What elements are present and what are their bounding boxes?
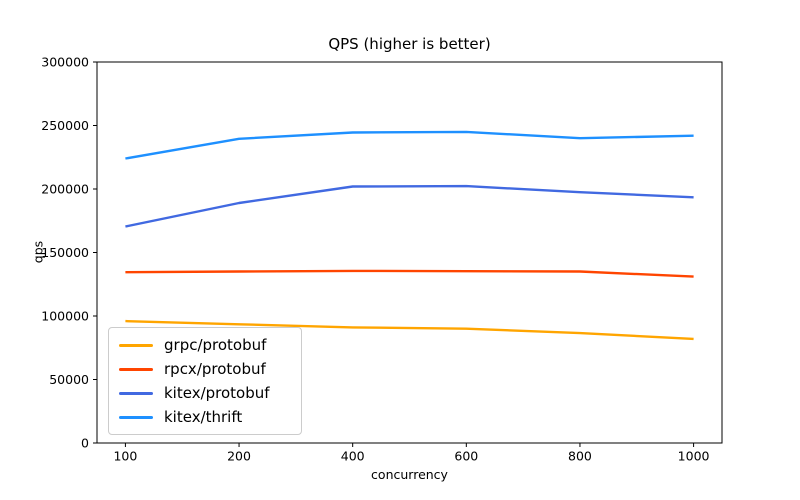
legend-swatch: [119, 343, 153, 347]
x-tick-label: 1000: [678, 449, 710, 464]
legend-item: kitex/protobuf: [119, 384, 291, 402]
legend-item: grpc/protobuf: [119, 336, 291, 354]
chart-title: QPS (higher is better): [328, 35, 491, 53]
y-tick-label: 300000: [41, 54, 89, 69]
series-line-rpcx-protobuf: [125, 269, 694, 278]
legend-swatch: [119, 391, 153, 395]
series-line-kitex-thrift: [125, 130, 694, 160]
y-tick-label: 150000: [41, 245, 89, 260]
legend-label: kitex/thrift: [164, 408, 243, 426]
y-tick-label: 250000: [41, 118, 89, 133]
legend-label: grpc/protobuf: [164, 336, 267, 354]
x-tick-label: 400: [341, 449, 365, 464]
y-tick-label: 200000: [41, 181, 89, 196]
series-line-kitex-protobuf: [125, 184, 694, 228]
x-tick-label: 200: [227, 449, 251, 464]
legend-item: rpcx/protobuf: [119, 360, 291, 378]
y-tick-label: 0: [81, 435, 89, 450]
series-line-grpc-protobuf: [125, 319, 694, 341]
x-tick-label: 600: [454, 449, 478, 464]
y-tick-label: 50000: [49, 372, 89, 387]
legend: grpc/protobuf rpcx/protobuf kitex/protobuf…: [108, 327, 302, 435]
legend-swatch: [119, 415, 153, 419]
legend-label: rpcx/protobuf: [164, 360, 266, 378]
x-axis-label: concurrency: [371, 467, 448, 482]
x-tick-label: 100: [113, 449, 137, 464]
legend-swatch: [119, 367, 153, 371]
x-tick-label: 800: [568, 449, 592, 464]
legend-label: kitex/protobuf: [164, 384, 270, 402]
y-tick-label: 100000: [41, 308, 89, 323]
y-axis-label: qps: [30, 240, 46, 264]
legend-item: kitex/thrift: [119, 408, 291, 426]
